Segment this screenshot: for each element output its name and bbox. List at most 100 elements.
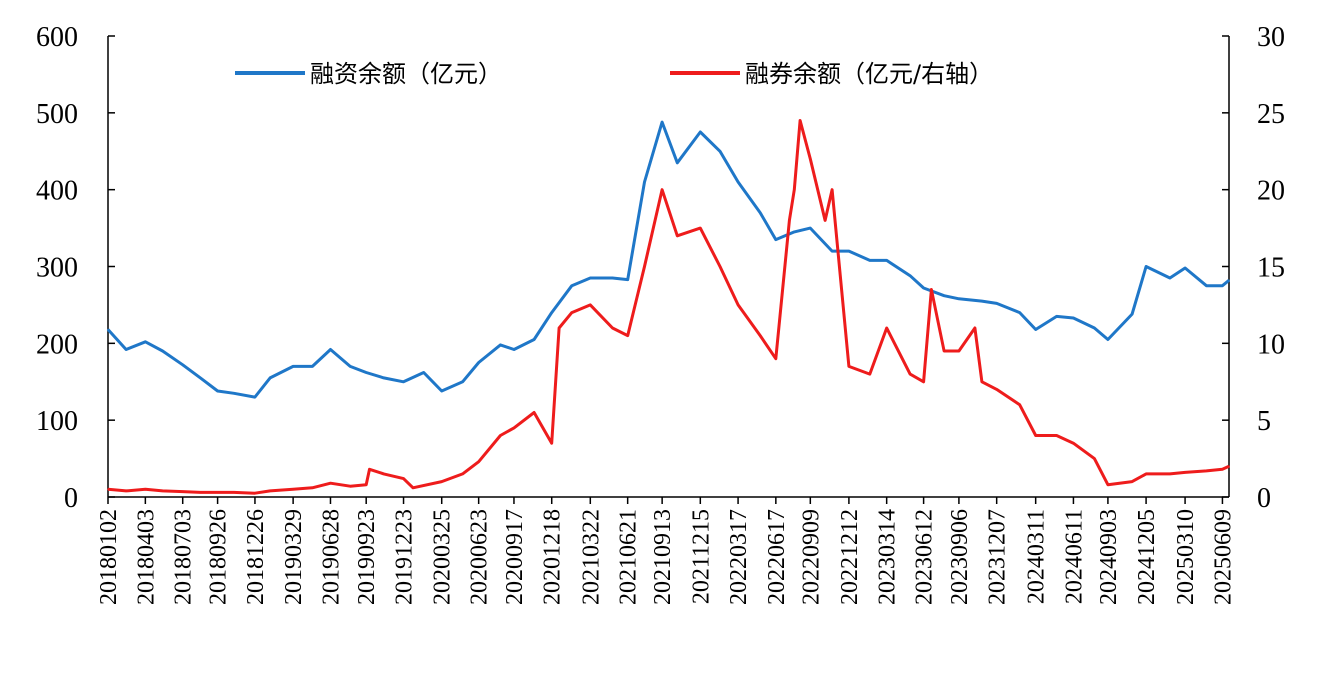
series-point [402, 381, 405, 383]
series-point [1107, 338, 1109, 341]
series-point [775, 357, 777, 360]
series-point [1221, 284, 1224, 287]
x-tick-label: 20211215 [688, 509, 714, 604]
series-point [125, 490, 127, 492]
series-point [329, 482, 332, 485]
series-point [799, 119, 801, 122]
series-point [199, 491, 202, 494]
x-tick-label: 20240311 [1024, 509, 1050, 604]
x-tick-label: 20230612 [912, 509, 938, 605]
x-tick-label: 20240903 [1096, 509, 1122, 605]
series-point [943, 350, 945, 352]
y-left-tick-label: 400 [36, 176, 78, 207]
chart-axes [107, 36, 1230, 498]
series-point [1184, 267, 1186, 269]
legend-label-financing: 融资余额（亿元） [310, 60, 502, 88]
series-point [981, 300, 983, 302]
y-right-ticks: 0 5 10 15 20 25 30 [1222, 22, 1285, 514]
series-point [440, 390, 443, 392]
series-point [848, 365, 850, 368]
series-point [974, 327, 976, 329]
series-point [477, 460, 480, 463]
series-point [958, 350, 960, 352]
series-point [909, 274, 911, 277]
series-line [106, 120, 1230, 399]
series-point [499, 434, 502, 437]
x-tick-label: 20180102 [96, 509, 122, 605]
series-point [869, 373, 871, 375]
series-point [216, 390, 219, 392]
series-point [181, 364, 184, 366]
series-point [412, 487, 414, 489]
series-point [513, 348, 515, 351]
series-line [107, 119, 1230, 495]
series-point [144, 341, 147, 343]
x-tick-label: 20200325 [430, 509, 456, 605]
series-point [775, 238, 777, 241]
x-tick-label: 20230906 [947, 509, 973, 605]
series-point [216, 491, 219, 494]
x-tick-label: 20250609 [1210, 509, 1236, 605]
series-point [550, 311, 553, 314]
x-tick-label: 20231207 [985, 509, 1011, 605]
series-point [461, 381, 464, 383]
series-point [885, 259, 888, 262]
y-left-tick-label: 0 [64, 483, 78, 514]
series-point [477, 361, 480, 364]
series-point [1107, 483, 1109, 486]
y-left-tick-label: 300 [36, 253, 78, 284]
series-point [643, 265, 646, 268]
y-right-tick-label: 20 [1257, 176, 1285, 207]
series-point [1055, 315, 1058, 318]
series-point [759, 211, 761, 214]
x-tick-label: 20190329 [281, 509, 307, 605]
series-point [1184, 471, 1186, 474]
series-point [737, 304, 739, 306]
series-point [793, 231, 796, 233]
series-point [930, 288, 933, 291]
series-point [981, 381, 983, 383]
series-point [1169, 473, 1171, 475]
series-point [1072, 442, 1075, 445]
series-point [461, 473, 464, 475]
series-point [254, 396, 256, 398]
series-point [383, 473, 385, 475]
y-right-tick-label: 15 [1257, 253, 1285, 284]
x-tick-label: 20210913 [650, 509, 676, 605]
series-point [311, 487, 314, 489]
x-tick-label: 20240611 [1061, 509, 1087, 604]
x-tick-label: 20180703 [171, 509, 197, 605]
series-point [365, 483, 368, 486]
series-point [144, 488, 147, 491]
series-point [831, 188, 833, 191]
y-left-tick-label: 500 [36, 99, 78, 130]
series-point [571, 284, 573, 287]
series-point [661, 121, 663, 123]
x-tick-label: 20230314 [875, 509, 901, 605]
series-point [107, 328, 109, 331]
x-tick-label: 20191223 [392, 509, 418, 605]
series-point [1205, 470, 1208, 472]
series-point [422, 371, 425, 374]
series-point [1034, 328, 1037, 331]
series-point [233, 392, 235, 395]
series-point [788, 219, 791, 222]
series-point [943, 294, 945, 297]
series-point [550, 442, 553, 445]
series-point [922, 287, 925, 289]
series-point [571, 311, 573, 314]
series-point [1205, 284, 1208, 287]
series-point [995, 302, 998, 305]
series-point [1131, 480, 1133, 483]
series-point [292, 488, 294, 491]
series-point [1018, 311, 1021, 314]
series-point [1093, 457, 1096, 460]
series-point [292, 365, 294, 368]
y-right-tick-label: 5 [1257, 406, 1271, 437]
series-point [589, 277, 592, 279]
x-tick-label: 20220617 [764, 509, 790, 605]
series-point [626, 334, 629, 337]
series-point [831, 250, 833, 252]
series-point [809, 227, 812, 229]
series-point [643, 181, 646, 183]
